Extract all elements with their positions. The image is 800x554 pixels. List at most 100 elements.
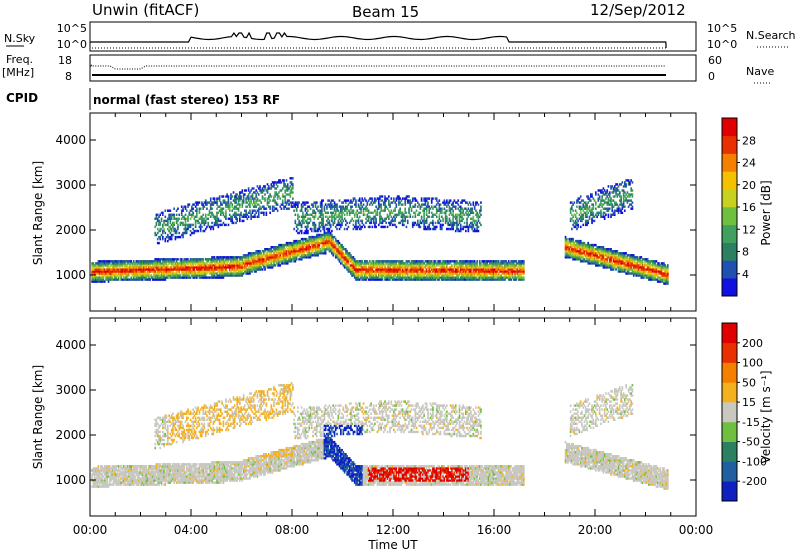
heatmap-cell: [351, 270, 353, 273]
heatmap-cell: [203, 274, 206, 277]
heatmap-cell: [250, 189, 252, 192]
heatmap-cell: [207, 213, 210, 217]
heatmap-cell: [245, 197, 247, 200]
heatmap-cell: [245, 270, 247, 273]
heatmap-cell: [183, 223, 186, 227]
heatmap-cell: [448, 217, 451, 221]
heatmap-cell: [475, 223, 477, 227]
heatmap-cell: [350, 270, 352, 273]
heatmap-cell: [454, 213, 457, 217]
heatmap-cell: [308, 239, 311, 243]
heatmap-cell: [266, 189, 269, 192]
heatmap-cell: [432, 227, 434, 231]
heatmap-cell: [326, 243, 328, 247]
heatmap-cell: [506, 268, 509, 271]
heatmap-cell: [175, 268, 178, 271]
heatmap-cell: [467, 264, 470, 267]
heatmap-cell: [173, 268, 175, 271]
heatmap-cell: [433, 268, 436, 271]
heatmap-cell: [511, 260, 514, 263]
heatmap-cell: [193, 231, 196, 235]
heatmap-cell: [163, 274, 165, 277]
heatmap-cell: [304, 256, 307, 259]
heatmap-cell: [217, 223, 220, 227]
heatmap-cell: [239, 274, 241, 277]
heatmap-cell: [193, 203, 196, 206]
heatmap-cell: [428, 260, 431, 263]
heatmap-cell: [199, 266, 202, 269]
heatmap-cell: [391, 272, 394, 275]
heatmap-cell: [457, 266, 460, 269]
heatmap-cell: [297, 241, 299, 245]
heatmap-cell: [398, 272, 400, 275]
heatmap-cell: [313, 209, 316, 212]
heatmap-cell: [338, 256, 341, 259]
heatmap-cell: [295, 201, 298, 204]
heatmap-cell: [220, 266, 222, 269]
heatmap-cell: [352, 219, 355, 223]
heatmap-cell: [194, 264, 197, 267]
heatmap-cell: [393, 262, 395, 265]
heatmap-cell: [511, 276, 514, 279]
heatmap-cell: [463, 276, 466, 279]
heatmap-cell: [307, 239, 309, 243]
heatmap-cell: [452, 272, 454, 275]
heatmap-cell: [453, 270, 456, 273]
heatmap-cell: [321, 201, 323, 204]
heatmap-cell: [567, 246, 569, 249]
heatmap-cell: [184, 207, 187, 210]
heatmap-cell: [367, 268, 370, 271]
heatmap-cell: [309, 239, 312, 243]
heatmap-cell: [414, 213, 417, 217]
heatmap-cell: [496, 262, 499, 265]
heatmap-cell: [400, 260, 403, 263]
heatmap-cell: [222, 195, 225, 198]
heatmap-cell: [418, 223, 420, 227]
heatmap-cell: [414, 197, 417, 200]
heatmap-cell: [331, 252, 333, 255]
heatmap-cell: [97, 266, 100, 269]
heatmap-cell: [454, 207, 457, 210]
heatmap-cell: [351, 217, 353, 221]
heatmap-cell: [312, 209, 314, 212]
heatmap-cell: [367, 215, 370, 219]
heatmap-cell: [366, 272, 369, 275]
heatmap-cell: [216, 217, 218, 221]
heatmap-cell: [318, 246, 321, 249]
heatmap-cell: [434, 213, 437, 217]
heatmap-cell: [206, 268, 208, 271]
heatmap-cell: [303, 217, 306, 221]
heatmap-cell: [192, 258, 194, 261]
heatmap-cell: [422, 209, 424, 212]
heatmap-cell: [486, 274, 489, 277]
heatmap-cell: [337, 223, 340, 227]
heatmap-cell: [245, 266, 247, 269]
heatmap-cell: [466, 213, 468, 217]
heatmap-cell: [203, 270, 206, 273]
heatmap-cell: [92, 270, 95, 273]
heatmap-cell: [119, 268, 121, 271]
heatmap-cell: [191, 258, 193, 261]
heatmap-cell: [260, 260, 263, 263]
heatmap-cell: [158, 270, 160, 273]
heatmap-cell: [502, 276, 505, 279]
heatmap-cell: [294, 252, 297, 255]
heatmap-cell: [276, 252, 279, 255]
heatmap-cell: [329, 246, 332, 249]
heatmap-cell: [502, 266, 505, 269]
heatmap-cell: [472, 272, 475, 275]
heatmap-cell: [167, 235, 169, 239]
heatmap-cell: [281, 201, 284, 204]
heatmap-cell: [102, 280, 105, 283]
heatmap-cell: [329, 235, 332, 239]
heatmap-cell: [478, 266, 481, 269]
heatmap-cell: [191, 272, 193, 275]
heatmap-cell: [346, 199, 348, 202]
heatmap-cell: [376, 209, 379, 212]
heatmap-cell: [394, 268, 396, 271]
heatmap-cell: [292, 252, 294, 255]
heatmap-cell: [372, 264, 375, 267]
heatmap-cell: [274, 248, 276, 251]
heatmap-cell: [439, 268, 442, 271]
heatmap-cell: [165, 235, 168, 239]
